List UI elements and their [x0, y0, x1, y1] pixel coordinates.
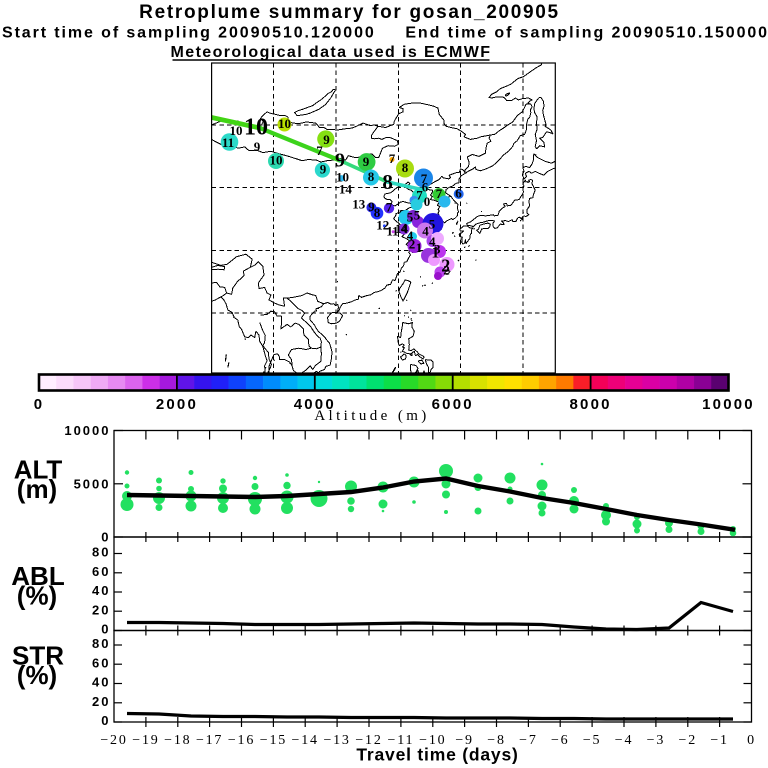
- svg-text:−16: −16: [228, 733, 255, 748]
- svg-text:2: 2: [441, 256, 450, 276]
- svg-text:10: 10: [278, 116, 291, 131]
- svg-text:12: 12: [376, 218, 389, 233]
- svg-text:(%): (%): [17, 660, 57, 690]
- svg-text:8: 8: [382, 170, 393, 194]
- svg-text:2: 2: [409, 237, 416, 252]
- svg-text:−1: −1: [710, 733, 729, 748]
- svg-text:6000: 6000: [432, 396, 474, 413]
- svg-text:4: 4: [407, 228, 414, 243]
- svg-text:−11: −11: [388, 733, 415, 748]
- svg-text:Retroplume summary for gosan_2: Retroplume summary for gosan_200905: [139, 2, 560, 23]
- svg-text:5: 5: [407, 210, 414, 225]
- svg-text:ABL: ABL: [11, 561, 65, 591]
- svg-text:−4: −4: [615, 733, 634, 748]
- svg-text:−8: −8: [487, 733, 506, 748]
- svg-text:20: 20: [92, 694, 110, 709]
- svg-text:7: 7: [386, 200, 393, 215]
- svg-text:7: 7: [416, 188, 423, 203]
- svg-text:End time of sampling 20090510.: End time of sampling 20090510.150000: [405, 25, 768, 42]
- svg-text:4: 4: [422, 224, 429, 239]
- svg-text:−13: −13: [323, 733, 350, 748]
- svg-text:Meteorological data used is EC: Meteorological data used is ECMWF: [171, 44, 492, 61]
- svg-text:−20: −20: [100, 733, 127, 748]
- svg-text:−7: −7: [519, 733, 538, 748]
- svg-text:−18: −18: [164, 733, 191, 748]
- svg-text:−2: −2: [679, 733, 698, 748]
- svg-text:Altitude (m): Altitude (m): [314, 408, 429, 424]
- svg-text:0: 0: [747, 733, 756, 748]
- svg-text:40: 40: [92, 675, 110, 690]
- svg-text:0: 0: [34, 396, 45, 413]
- svg-text:14: 14: [395, 221, 409, 236]
- svg-text:5: 5: [429, 217, 436, 232]
- svg-text:7: 7: [316, 143, 323, 158]
- svg-text:−15: −15: [260, 733, 287, 748]
- svg-text:80: 80: [92, 545, 110, 560]
- svg-text:6: 6: [455, 186, 462, 201]
- svg-text:−10: −10: [419, 733, 446, 748]
- svg-text:−14: −14: [292, 733, 319, 748]
- svg-text:40: 40: [92, 583, 110, 598]
- svg-text:6: 6: [422, 180, 429, 195]
- svg-text:1: 1: [416, 240, 423, 255]
- svg-text:2000: 2000: [156, 396, 198, 413]
- svg-text:10000: 10000: [64, 423, 110, 438]
- svg-text:5000: 5000: [74, 476, 111, 491]
- svg-text:3: 3: [434, 242, 441, 257]
- svg-text:8: 8: [368, 169, 375, 184]
- svg-text:9: 9: [320, 162, 327, 177]
- svg-text:4000: 4000: [294, 396, 336, 413]
- svg-text:STR: STR: [12, 640, 64, 670]
- svg-text:80: 80: [92, 636, 110, 651]
- svg-text:Travel time (days): Travel time (days): [356, 745, 518, 765]
- svg-text:4: 4: [401, 221, 408, 236]
- svg-text:2: 2: [443, 263, 450, 278]
- svg-text:20: 20: [92, 602, 110, 617]
- svg-text:−6: −6: [551, 733, 570, 748]
- svg-text:60: 60: [92, 655, 110, 670]
- svg-text:10: 10: [336, 170, 349, 185]
- svg-text:8: 8: [374, 205, 381, 220]
- svg-text:8000: 8000: [570, 396, 612, 413]
- svg-text:ALT: ALT: [14, 454, 63, 484]
- svg-text:−5: −5: [583, 733, 602, 748]
- svg-text:(m): (m): [17, 474, 57, 504]
- svg-text:10: 10: [270, 153, 283, 168]
- svg-text:14: 14: [339, 182, 353, 197]
- svg-text:13: 13: [352, 197, 366, 212]
- svg-text:5: 5: [414, 208, 421, 223]
- svg-text:−9: −9: [455, 733, 474, 748]
- svg-text:−17: −17: [196, 733, 223, 748]
- svg-text:11: 11: [222, 135, 234, 150]
- svg-text:9: 9: [254, 139, 261, 154]
- svg-text:8: 8: [402, 160, 409, 175]
- svg-text:−19: −19: [132, 733, 159, 748]
- svg-text:1: 1: [431, 245, 439, 262]
- svg-text:4: 4: [429, 234, 436, 249]
- svg-text:7: 7: [421, 171, 428, 186]
- svg-text:60: 60: [92, 564, 110, 579]
- svg-text:0: 0: [101, 622, 110, 637]
- svg-text:−3: −3: [647, 733, 666, 748]
- svg-text:0: 0: [424, 194, 431, 209]
- svg-text:9: 9: [335, 150, 345, 172]
- svg-text:7: 7: [436, 186, 443, 201]
- svg-text:9: 9: [368, 199, 375, 214]
- svg-text:10: 10: [244, 115, 268, 141]
- svg-text:(%): (%): [17, 581, 57, 611]
- svg-text:0: 0: [101, 713, 110, 728]
- svg-text:9: 9: [323, 132, 330, 147]
- svg-text:9: 9: [363, 154, 370, 169]
- svg-text:0: 0: [101, 530, 110, 545]
- svg-text:10000: 10000: [702, 396, 755, 413]
- svg-text:−12: −12: [355, 733, 382, 748]
- svg-text:10: 10: [230, 123, 243, 138]
- svg-text:7: 7: [389, 151, 396, 166]
- svg-text:Start time of sampling 2009051: Start time of sampling 20090510.120000: [2, 25, 376, 42]
- svg-text:11: 11: [386, 224, 398, 239]
